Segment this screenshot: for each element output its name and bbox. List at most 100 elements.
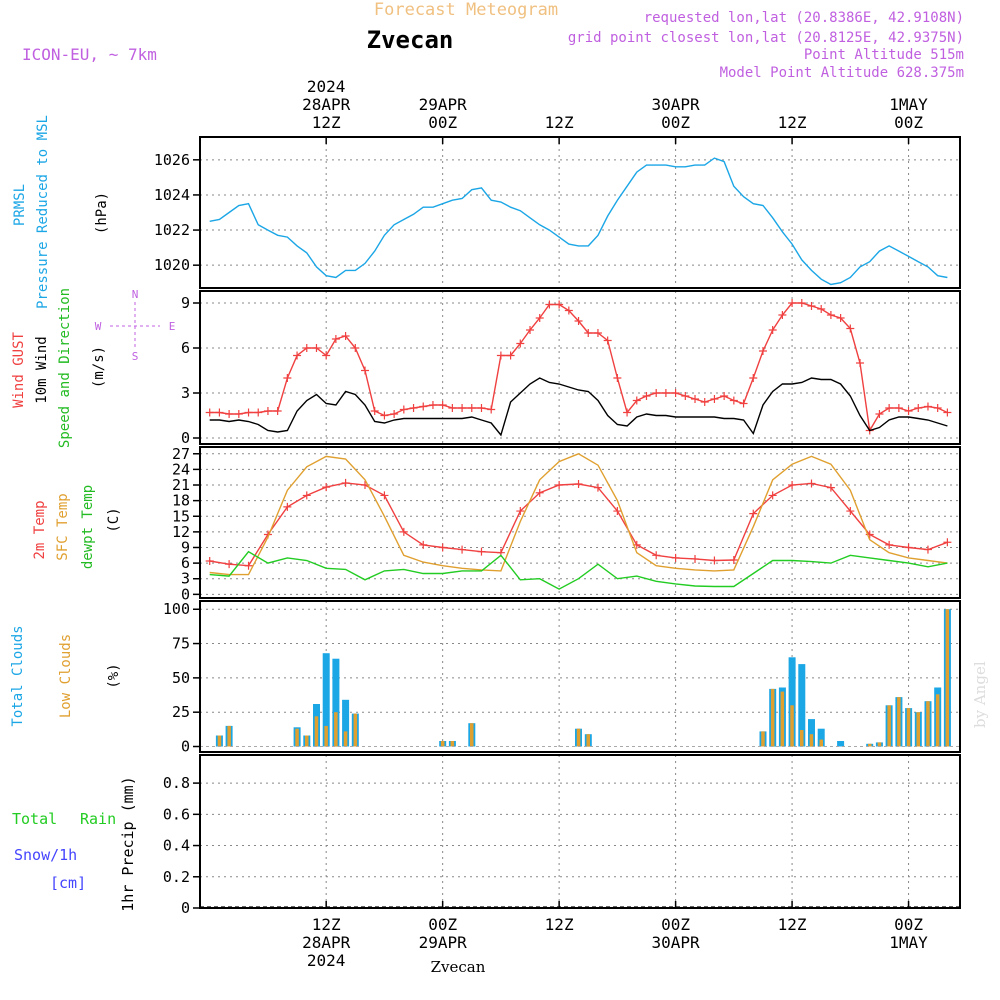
low_clouds-bar (305, 735, 309, 747)
gust-point (312, 344, 321, 352)
low_clouds-bar (935, 694, 940, 747)
precip-cm-label: [cm] (50, 874, 86, 892)
footer-station: Zvecan (431, 958, 486, 976)
total_clouds-bar (837, 741, 845, 747)
temp-point (283, 502, 292, 511)
temp-point (322, 483, 331, 492)
low_clouds-bar (790, 705, 794, 747)
gust-point (302, 344, 311, 352)
top-time-label: 00Z (661, 113, 690, 132)
temp-line (209, 482, 948, 567)
y-tick-label: 24 (172, 460, 190, 478)
grid-coords: grid point closest lon,lat (20.8125E, 42… (568, 30, 964, 46)
temp-point (885, 540, 894, 549)
pressure-frame (199, 136, 961, 289)
y-tick-label: 1024 (154, 186, 190, 204)
y-tick-label: 6 (181, 339, 190, 357)
model-label: ICON-EU, ~ 7km (22, 45, 157, 64)
total_clouds-bar (322, 653, 330, 747)
gust-point (613, 374, 622, 382)
temp-point (923, 545, 932, 554)
low_clouds-bar (809, 734, 814, 747)
gust-point (885, 404, 894, 412)
low_clouds-bar (334, 712, 338, 747)
wind-line (209, 377, 948, 437)
gust-point (720, 392, 729, 400)
gust-point (856, 359, 865, 367)
gust-point (846, 324, 855, 333)
y-tick-label: 100 (163, 600, 190, 618)
gust-point (749, 374, 758, 382)
low_clouds-bar (353, 713, 358, 747)
top-time-label: 30APR (652, 95, 701, 114)
gust-point (681, 392, 690, 400)
y-tick-label: 27 (172, 445, 190, 463)
gust-point (778, 311, 787, 319)
gust-point (390, 410, 399, 418)
gust-point (555, 300, 564, 309)
y-tick-label: 15 (172, 507, 190, 525)
top-time-label: 28APR (302, 95, 351, 114)
gust-point (244, 408, 253, 417)
y-tick-label: 12 (172, 523, 190, 541)
gust-point (632, 396, 641, 405)
y-tick-label: 1026 (154, 151, 190, 169)
cloud-unit: (%) (106, 663, 122, 688)
temp-point (380, 491, 389, 500)
gust-point (836, 314, 845, 322)
gust-point (399, 405, 408, 414)
gust-point (943, 408, 952, 417)
low_clouds-bar (897, 697, 901, 747)
wind-frame (199, 290, 961, 445)
temp-point (399, 527, 408, 536)
wind-panel: 0 3 6 9 (181, 290, 961, 447)
pressure-panel: 1020 1022 1024 1026 (154, 136, 961, 289)
gust-point (380, 411, 389, 420)
bottom-time-label: 12Z (778, 915, 807, 934)
y-tick-label: 21 (172, 476, 190, 494)
temperature-data (205, 453, 952, 590)
temp-point (516, 507, 525, 516)
direction-label: Speed and Direction (57, 288, 73, 448)
bottom-time-label: 00Z (894, 915, 923, 934)
gust-point (826, 311, 835, 319)
y-tick-label: 0.6 (163, 805, 190, 823)
total-clouds-label: Total Clouds (10, 625, 26, 726)
bottom-time-label: 2024 (307, 951, 346, 970)
low_clouds-bar (450, 741, 455, 747)
point-altitude: Point Altitude 515m (804, 47, 964, 63)
gust-point (428, 401, 437, 409)
temp-point (205, 557, 214, 566)
y-tick-label: 50 (172, 669, 190, 687)
top-time-label: 29APR (419, 95, 468, 114)
wind-label: 10m Wind (34, 336, 50, 403)
dewpt-label: dewpt Temp (80, 485, 96, 569)
low_clouds-bar (945, 609, 950, 747)
gust-point (205, 408, 214, 417)
temp-labels: 2m Temp SFC Temp dewpt Temp (C) (32, 485, 122, 569)
precip-total-label: Total (12, 810, 57, 828)
cloud-labels: Total Clouds Low Clouds (%) (10, 625, 122, 726)
y-tick-label: 6 (181, 554, 190, 572)
temp-point (943, 538, 952, 547)
gust-point (263, 407, 272, 415)
temp-point (341, 478, 350, 487)
top-time-label: 00Z (428, 113, 457, 132)
temp-point (788, 481, 797, 490)
bottom-time-label: 28APR (302, 933, 351, 952)
y-tick-label: 9 (181, 538, 190, 556)
gust-point (526, 326, 535, 334)
top-time-label: 12Z (778, 113, 807, 132)
precip-panel: 0 0.2 0.4 0.6 0.8 (163, 754, 961, 917)
sfc_temp-line (209, 453, 948, 576)
temperature-frame (199, 446, 961, 599)
temp-point (846, 507, 855, 516)
low_clouds-bar (440, 741, 445, 747)
gust-point (535, 314, 544, 322)
y-tick-label: 0 (181, 429, 190, 447)
gust-point (642, 392, 651, 400)
bottom-time-label: 29APR (419, 933, 468, 952)
pressure-label-prmsl: PRMSL (12, 184, 28, 226)
gust-point (904, 407, 913, 415)
